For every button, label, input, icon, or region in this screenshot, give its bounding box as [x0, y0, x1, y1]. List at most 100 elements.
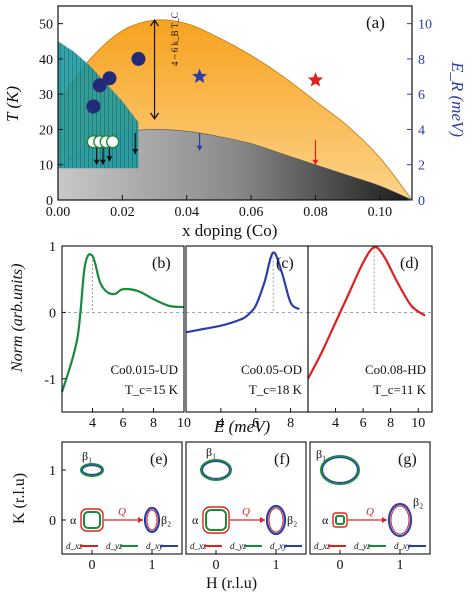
alpha-label: α	[192, 513, 199, 527]
tc-label: T_c=18 K	[249, 382, 303, 397]
bcd-xtick-label: 4	[89, 416, 96, 431]
panel-a-ylabel: T (K)	[3, 86, 22, 122]
beta1-pocket	[200, 459, 232, 481]
range-arrow-head-down	[150, 112, 160, 120]
panel-label: (d)	[400, 255, 419, 272]
bcd-xtick-label: 4	[332, 416, 339, 431]
a-ytick-label: 0	[46, 194, 53, 209]
alpha-pocket	[83, 511, 101, 529]
panels-bcd-content: (b) Co0.015-UD T_c=15 K 4 6 8 10 -1 0 1 (c) Co0.05-…	[44, 240, 433, 431]
bcd-xtick-label: 8	[387, 416, 394, 431]
bcd-xtick-label: 10	[177, 416, 191, 431]
sample-label: Co0.015-UD	[110, 362, 178, 377]
spectrum-curve	[307, 246, 426, 380]
panels-efg: (e) β₁ α β₂ Qd_xz d_yz d_xy 0 1 0 1 (f) β₁ α β₂ Qd_xz d_…	[11, 441, 431, 592]
a-y2tick-label: 6	[418, 88, 425, 103]
efg-xtick-label: 1	[397, 558, 404, 573]
alpha-pocket-outer	[80, 508, 104, 532]
efg-xtick-label: 0	[337, 558, 344, 573]
beta1-label: β₁	[82, 449, 92, 463]
beta1-pocket	[80, 463, 104, 477]
q-label: Q	[118, 506, 126, 518]
tc-arrow-head	[196, 145, 203, 151]
star-point	[192, 68, 208, 83]
efg-xtick-label: 0	[213, 558, 220, 573]
q-label: Q	[366, 506, 374, 518]
panel-a-annotation: 4 ~ 6 k_B T_C	[170, 12, 180, 66]
a-ytick-label: 10	[39, 159, 53, 174]
bcd-xtick-label: 8	[287, 416, 294, 431]
alpha-pocket	[205, 509, 227, 531]
beta1-pocket	[320, 455, 360, 485]
panel-frame	[185, 441, 307, 555]
orbital-legend-label: d_xy	[146, 541, 163, 551]
tc-arrow-head	[106, 156, 113, 162]
tc-label: T_c=11 K	[373, 382, 426, 397]
q-arrow-head	[260, 517, 265, 523]
a-y2tick-label: 0	[418, 194, 425, 209]
range-arrow-head-up	[150, 19, 160, 27]
panel-a-axes: 0.00 0.02 0.04 0.06 0.08 0.10 0 10 20 30 40 50 0 2 4 6 8…	[39, 18, 432, 220]
panel-a-label: (a)	[366, 13, 385, 32]
panel-frame	[309, 441, 431, 555]
sample-label: Co0.08-HD	[365, 362, 426, 377]
beta2-label: β₂	[161, 513, 171, 527]
tc-arrow-head	[132, 149, 139, 155]
beta2-label: β₂	[413, 495, 423, 509]
efg-ytick-label: 0	[49, 514, 56, 529]
panels-efg-content: (e) β₁ α β₂ Qd_xz d_yz d_xy 0 1 0 1 (f) β₁ α β₂ Qd_xz d_…	[49, 441, 431, 573]
beta2-pocket-inner	[268, 507, 284, 533]
resonance-dot	[102, 71, 117, 86]
panel-a-areas	[57, 19, 413, 201]
panel-a-xlabel: x doping (Co)	[182, 221, 277, 240]
q-arrow-head	[138, 517, 143, 523]
resonance-dot	[86, 99, 101, 114]
a-y2tick-label: 4	[418, 123, 425, 138]
resonance-dot	[131, 51, 146, 66]
orbital-legend-label: d_yz	[354, 541, 371, 551]
beta1-pocket-inner	[201, 460, 231, 480]
beta1-label: β₁	[316, 447, 326, 461]
panel-label: (b)	[152, 255, 171, 272]
a-xtick-label: 0.06	[239, 205, 264, 220]
a-y2tick-label: 2	[418, 159, 425, 174]
beta2-pocket	[143, 506, 161, 534]
orbital-legend-label: d_xy	[270, 541, 287, 551]
orbital-legend-label: d_xz	[66, 541, 83, 551]
a-xtick-label: 0.10	[368, 205, 393, 220]
orbital-legend-label: d_yz	[230, 541, 247, 551]
a-ytick-label: 30	[39, 88, 53, 103]
a-ytick-label: 50	[39, 18, 53, 33]
beta2-pocket	[387, 502, 413, 538]
efg-xtick-label: 0	[89, 558, 96, 573]
orbital-legend-label: d_yz	[106, 541, 123, 551]
sample-label: Co0.05-OD	[241, 362, 302, 377]
bcd-ytick-label: 1	[49, 240, 56, 255]
beta2-label: β₂	[287, 513, 297, 527]
panel-a-ylabel2: E_R (meV)	[448, 61, 467, 137]
orbital-legend-label: d_xy	[394, 541, 411, 551]
a-ytick-label: 20	[39, 123, 53, 138]
tc-arrow-head	[312, 159, 319, 165]
beta2-pocket-inner	[390, 505, 410, 535]
panels-bcd-xlabel: E (meV)	[213, 417, 271, 436]
beta1-label: β₁	[206, 445, 216, 459]
bcd-xtick-label: 6	[360, 416, 367, 431]
orbital-legend-label: d_xz	[314, 541, 331, 551]
panel-frame	[61, 441, 183, 555]
a-xtick-label: 0.00	[46, 205, 71, 220]
alpha-pocket-outer	[332, 512, 348, 528]
bcd-xtick-label: 6	[252, 416, 259, 431]
alpha-label: α	[322, 513, 329, 527]
panel-label: (c)	[276, 255, 294, 272]
spectrum-curve	[60, 253, 185, 393]
a-ytick-label: 40	[39, 53, 53, 68]
bcd-xtick-label: 4	[217, 416, 224, 431]
panels-efg-xlabel: H (r.l.u)	[206, 575, 257, 592]
panel-a: 0.00 0.02 0.04 0.06 0.08 0.10 0 10 20 30 40 50 0 2 4 6 8…	[3, 5, 467, 240]
panels-bcd: (b) Co0.015-UD T_c=15 K 4 6 8 10 -1 0 1 (c) Co0.05-…	[9, 240, 433, 436]
q-arrow-head	[382, 517, 387, 523]
alpha-pocket	[335, 515, 345, 525]
spectrum-curve	[185, 251, 300, 334]
